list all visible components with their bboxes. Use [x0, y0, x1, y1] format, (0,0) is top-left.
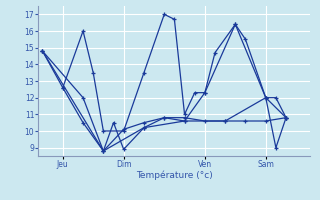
X-axis label: Température (°c): Température (°c) — [136, 171, 213, 180]
